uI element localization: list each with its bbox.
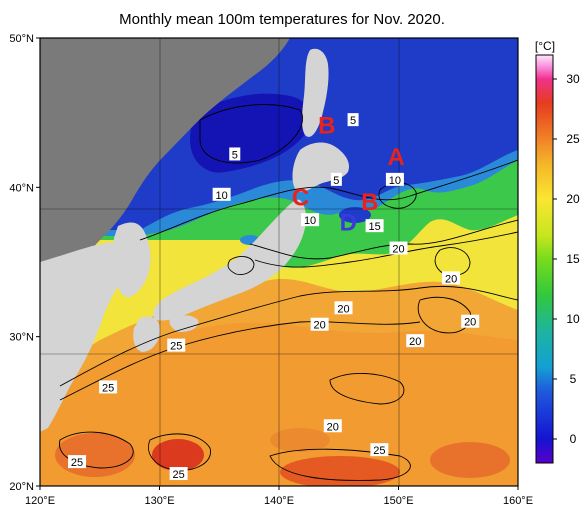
marker-b: B <box>361 189 378 216</box>
contour-label: 5 <box>350 115 356 127</box>
isotherm-contours <box>59 104 518 481</box>
warm-eddy <box>152 439 204 471</box>
lat-tick-label: 30°N <box>9 332 34 344</box>
contour-label: 5 <box>333 175 339 187</box>
colorbar-tick-label: 5 <box>570 372 577 386</box>
ocean-cold-eddy <box>339 207 371 223</box>
colorbar-tick-label: 0 <box>570 432 577 446</box>
marker-d: D <box>340 210 357 237</box>
contour-label-box <box>169 467 188 481</box>
contour-label: 20 <box>409 336 421 348</box>
contour-label-box <box>167 338 186 352</box>
land-japan-honshu <box>153 199 307 321</box>
colorbar-unit: [°C] <box>535 39 555 53</box>
land-shikoku <box>169 315 199 332</box>
colorbar-tick-label: 20 <box>566 192 580 206</box>
warm-eddy <box>280 456 400 486</box>
lat-tick-label: 50°N <box>9 33 34 45</box>
contour-label-box <box>310 317 329 331</box>
contour-label-box <box>330 172 342 186</box>
longitude-ticks: 120°E 130°E 140°E 150°E 160°E <box>25 486 533 507</box>
contour-label: 20 <box>337 303 349 315</box>
lon-tick-label: 150°E <box>383 495 413 507</box>
contour-labels: 5 5 5 10 10 10 15 20 20 20 20 20 20 20 25 25 25 25 25 <box>68 113 480 481</box>
contour-label: 20 <box>445 273 457 285</box>
colorbar-gradient <box>535 54 554 464</box>
contour-label: 10 <box>216 190 228 202</box>
land-japan-kyushu <box>133 316 160 352</box>
map-area <box>40 38 518 486</box>
contour-label-box <box>365 219 384 233</box>
contour-label-box <box>406 334 425 348</box>
colorbar: [°C] 30 25 20 15 10 5 0 <box>535 39 580 464</box>
ocean-deep-cold-core <box>190 93 311 173</box>
land-sakhalin <box>302 48 329 137</box>
graticule <box>40 38 518 486</box>
contour-label-box <box>347 113 359 127</box>
contour-label-box <box>323 419 342 433</box>
contour-label-box <box>385 172 404 186</box>
contour-label: 5 <box>232 149 238 161</box>
contour-label-box <box>370 443 389 457</box>
contour-label: 25 <box>373 445 385 457</box>
colorbar-tick-label: 10 <box>566 312 580 326</box>
contour-label: 20 <box>392 244 404 256</box>
colorbar-tick-label: 25 <box>566 132 580 146</box>
marker-a: A <box>387 144 404 171</box>
contour-label: 25 <box>170 341 182 353</box>
contour-label: 10 <box>304 215 316 227</box>
contour-label-box <box>229 147 241 161</box>
lon-tick-label: 120°E <box>25 495 55 507</box>
latitude-ticks: 50°N 40°N 30°N 20°N <box>9 33 40 493</box>
lon-tick-label: 160°E <box>503 495 533 507</box>
contour-label: 25 <box>172 469 184 481</box>
colorbar-tick-label: 15 <box>566 252 580 266</box>
contour-label: 10 <box>389 175 401 187</box>
land-mainland <box>40 38 290 262</box>
contour-label: 15 <box>368 221 380 233</box>
land-hokkaido <box>292 142 350 193</box>
contour-label-box <box>212 187 231 201</box>
land-korea <box>113 222 151 298</box>
map-title: Monthly mean 100m temperatures for Nov. … <box>119 11 445 28</box>
contour-label-box <box>334 301 353 315</box>
lon-tick-label: 140°E <box>264 495 294 507</box>
contour-label-box <box>301 213 320 227</box>
marker-b: B <box>318 113 335 140</box>
lat-tick-label: 20°N <box>9 481 34 493</box>
contour-label-box <box>442 271 461 285</box>
lon-tick-label: 130°E <box>144 495 174 507</box>
contour-label-box <box>68 455 87 469</box>
contour-label-box <box>99 380 118 394</box>
lat-tick-label: 40°N <box>9 182 34 194</box>
contour-label-box <box>461 314 480 328</box>
colorbar-tick-label: 30 <box>566 72 580 86</box>
warm-eddy <box>430 442 510 478</box>
colorbar-ticks: 30 25 20 15 10 5 0 <box>553 72 580 446</box>
contour-label: 20 <box>464 317 476 329</box>
contour-label: 25 <box>71 457 83 469</box>
contour-label-box <box>389 241 408 255</box>
contour-label: 20 <box>314 320 326 332</box>
contour-label: 25 <box>102 382 114 394</box>
marker-c: C <box>292 184 309 211</box>
warm-eddy <box>270 428 330 452</box>
contour-label: 20 <box>327 421 339 433</box>
